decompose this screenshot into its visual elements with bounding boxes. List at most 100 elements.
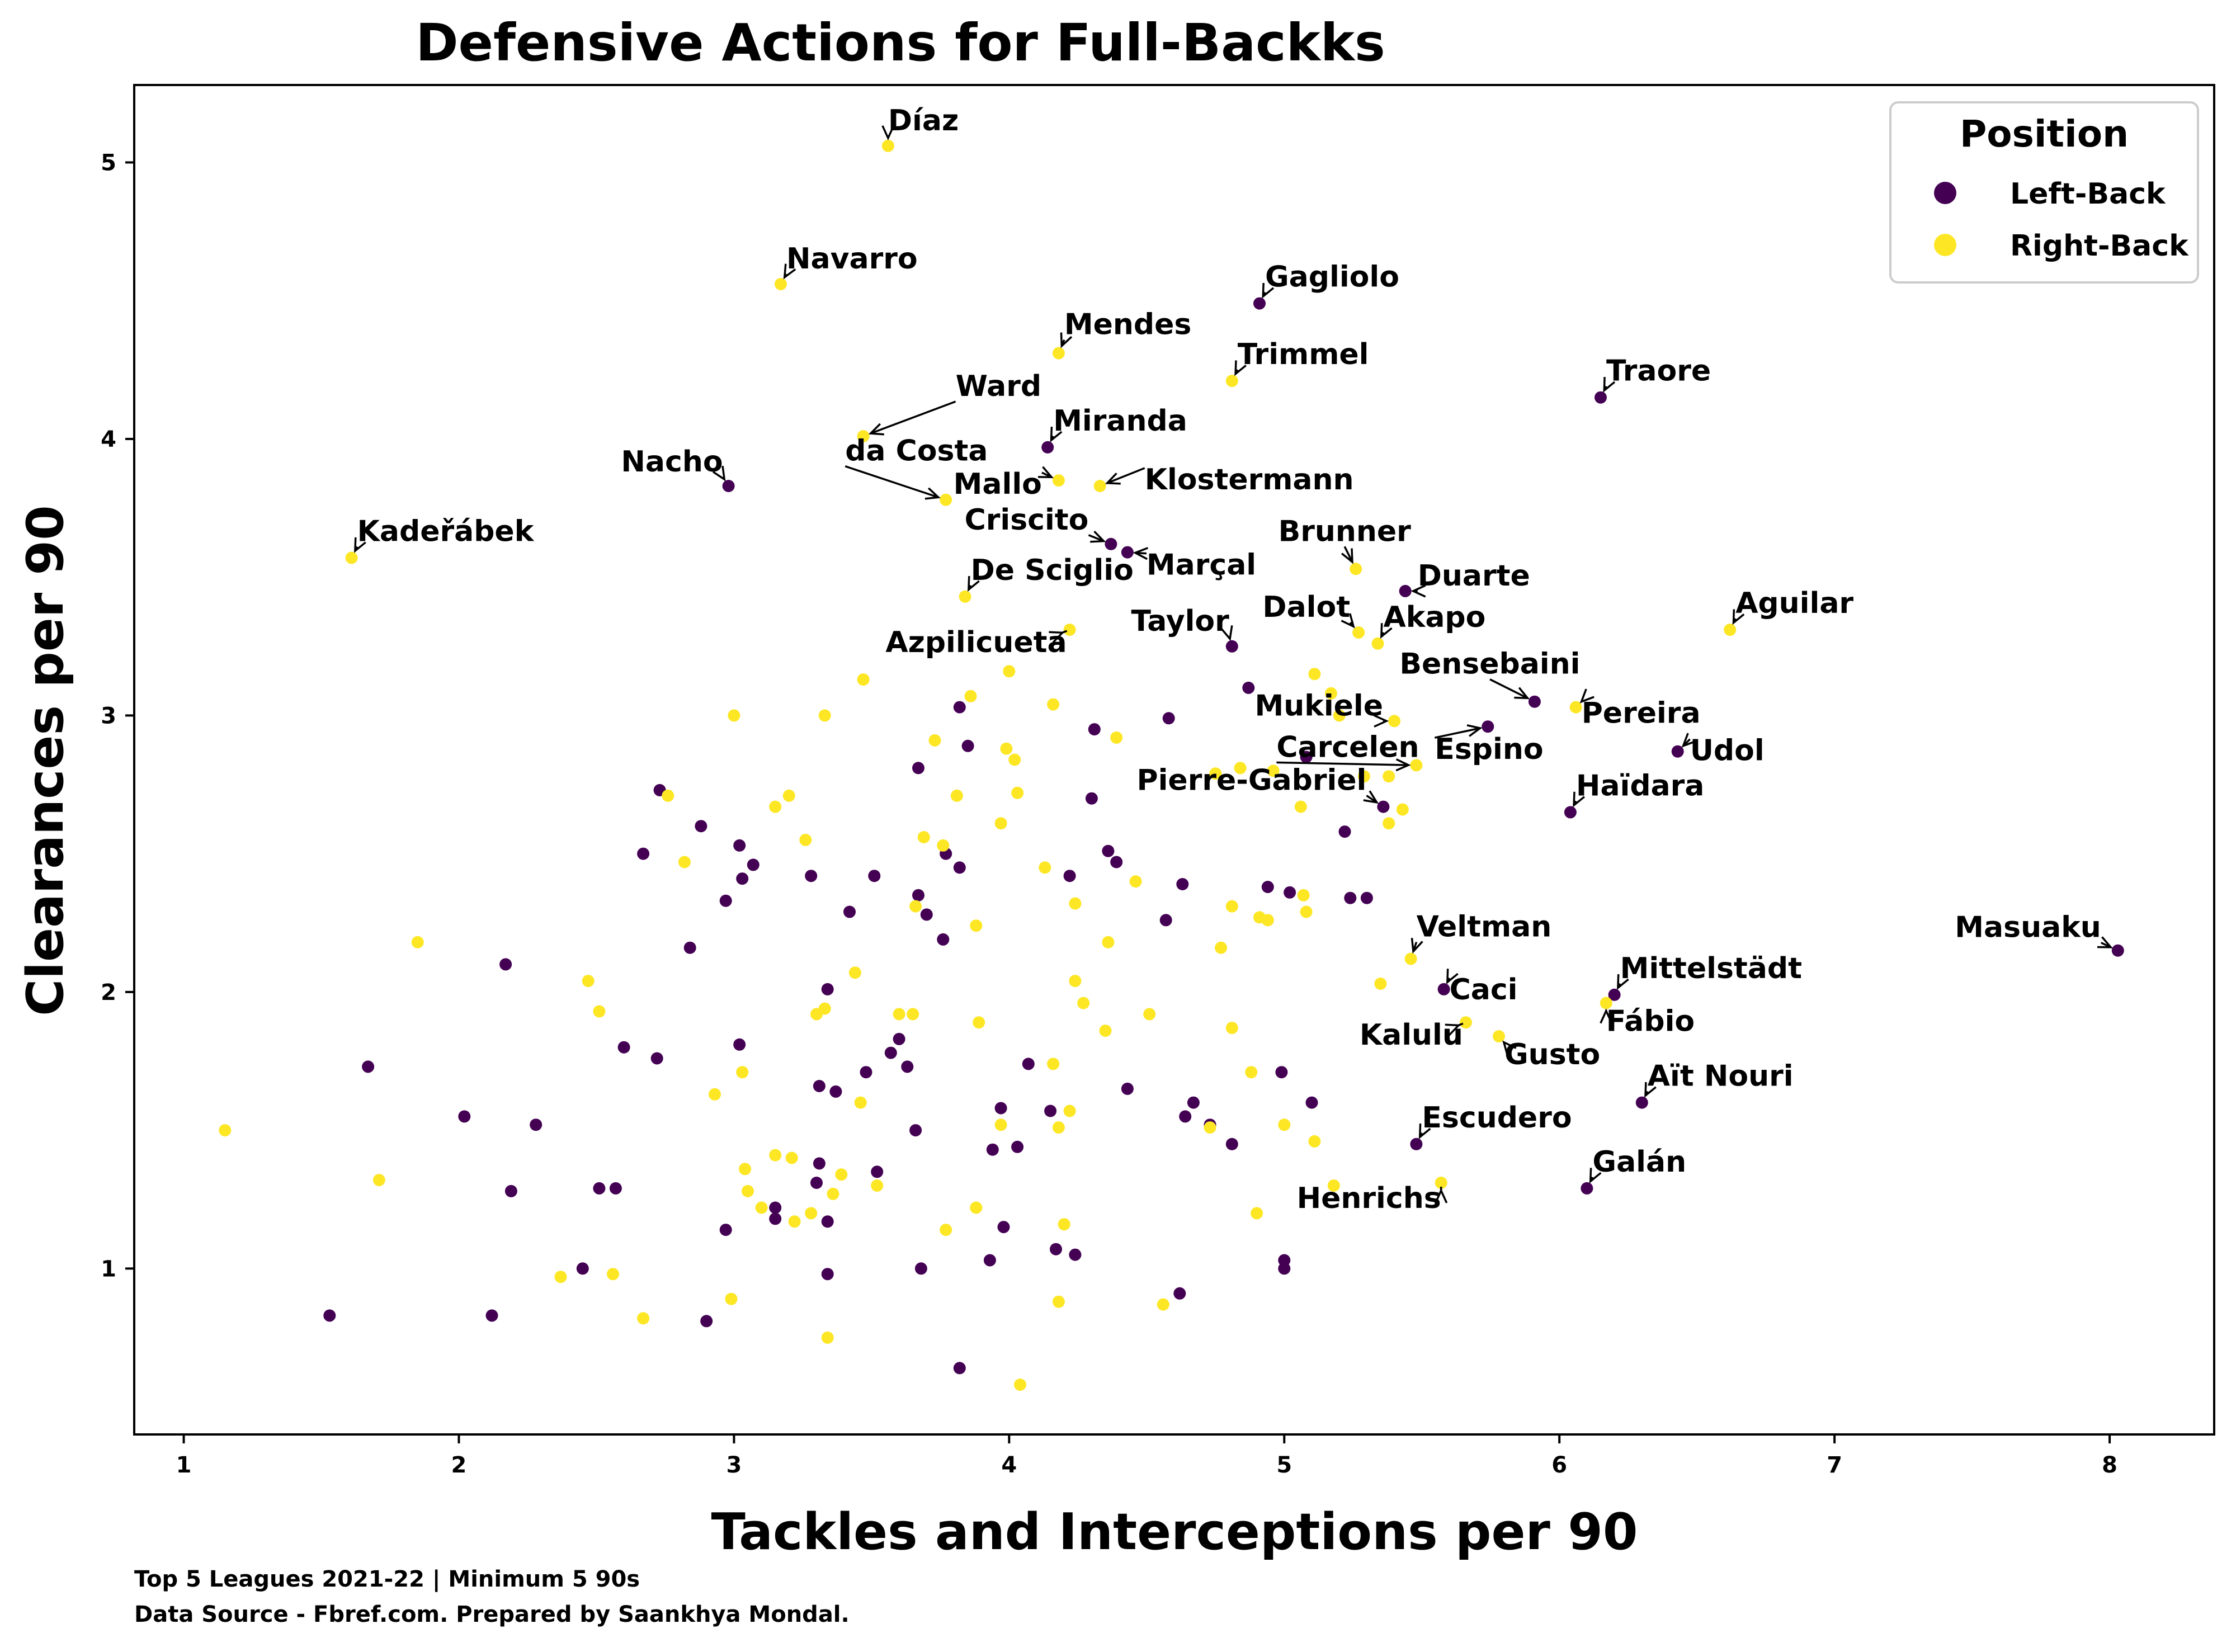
annotation-arrowhead <box>1589 1168 1602 1184</box>
point-left-back <box>617 1041 630 1054</box>
point-label: Bensebaini <box>1399 648 1580 681</box>
point-left-back <box>997 1221 1010 1234</box>
point-right-back <box>1261 914 1274 927</box>
annotation-pointer <box>1107 467 1145 484</box>
point-right-back <box>1410 759 1423 772</box>
point-left-back <box>499 958 512 971</box>
point-right-back <box>964 690 977 702</box>
footnote-source: Data Source - Fbref.com. Prepared by Saa… <box>134 1602 850 1627</box>
point-right-back <box>1267 764 1280 777</box>
point-left-back <box>1261 881 1274 893</box>
point-right-back <box>1388 715 1400 728</box>
point-right-back <box>917 831 930 843</box>
annotation-pointer <box>1489 678 1529 699</box>
point-right-back <box>788 1215 801 1228</box>
point-left-back <box>843 905 856 918</box>
point-right-back <box>940 1224 952 1236</box>
point-label: Aguilar <box>1735 587 1853 620</box>
point-label: Fábio <box>1606 1005 1695 1039</box>
point-left-back <box>914 1262 927 1275</box>
point-label: Masuaku <box>1955 911 2101 945</box>
point-label: Miranda <box>1053 404 1187 438</box>
point-left-back <box>1608 988 1621 1001</box>
y-axis-ticks: 1 2 3 4 5 <box>101 150 134 1282</box>
point-right-back <box>607 1268 619 1281</box>
point-label: Mukiele <box>1254 689 1383 723</box>
point-left-back <box>1225 640 1238 653</box>
point-left-back <box>805 870 818 882</box>
point-right-back <box>1052 474 1065 487</box>
point-left-back <box>1437 983 1450 995</box>
annotation-arrowhead <box>1374 714 1389 728</box>
point-right-back <box>907 1008 919 1021</box>
point-right-back <box>1063 624 1076 636</box>
point-right-back <box>1383 770 1395 783</box>
point-right-back <box>1404 952 1417 965</box>
point-right-back <box>1011 786 1024 799</box>
point-left-back <box>1063 870 1076 882</box>
point-right-back <box>1300 905 1313 918</box>
point-left-back <box>733 1038 746 1051</box>
point-right-back <box>662 789 674 802</box>
point-label: Díaz <box>888 104 959 138</box>
y-axis-label: Clearances per 90 <box>16 505 75 1016</box>
point-right-back <box>848 966 861 979</box>
point-label: Aït Nouri <box>1648 1060 1794 1093</box>
point-right-back <box>1000 742 1013 755</box>
point-left-back <box>1581 1182 1593 1195</box>
legend-marker-right-back <box>1934 234 1956 256</box>
point-right-back <box>1008 753 1021 766</box>
point-right-back <box>1003 665 1016 678</box>
point-label: Kadeřábek <box>357 515 535 549</box>
point-label: Carcelen <box>1276 730 1419 764</box>
annotation-arrowhead <box>1220 625 1233 641</box>
annotation-arrowhead <box>1411 938 1423 954</box>
point-right-back <box>821 1331 834 1344</box>
annotation-arrowhead <box>1644 1082 1657 1098</box>
point-right-back <box>994 817 1007 830</box>
annotation-arrowhead <box>783 263 796 280</box>
point-left-back <box>1041 441 1054 454</box>
point-label: Mallo <box>954 468 1042 501</box>
point-left-back <box>700 1315 713 1328</box>
point-left-back <box>1044 1105 1057 1117</box>
point-left-back <box>1338 825 1351 838</box>
legend-label-left-back: Left-Back <box>2010 177 2166 211</box>
annotation-arrowhead <box>968 576 980 592</box>
point-right-back <box>785 1151 798 1164</box>
point-left-back <box>609 1182 622 1195</box>
point-left-back <box>953 1362 966 1375</box>
annotation-arrowhead <box>1234 360 1247 376</box>
point-right-back <box>970 919 983 932</box>
point-right-back <box>799 833 812 846</box>
point-left-back <box>1671 745 1684 758</box>
point-left-back <box>1179 1110 1192 1123</box>
point-right-back <box>1383 817 1395 830</box>
point-right-back <box>736 1066 749 1079</box>
point-right-back <box>881 139 894 152</box>
point-right-back <box>1308 668 1321 681</box>
point-left-back <box>961 739 974 752</box>
point-right-back <box>1052 1295 1065 1308</box>
point-left-back <box>1284 886 1296 899</box>
point-left-back <box>810 1177 823 1189</box>
point-left-back <box>1069 1248 1082 1261</box>
point-left-back <box>323 1309 336 1322</box>
annotation-arrowhead <box>1049 631 1065 644</box>
point-label: Nacho <box>621 445 723 479</box>
annotation-arrowhead <box>1579 688 1595 704</box>
point-left-back <box>362 1060 375 1073</box>
point-left-back <box>821 1268 834 1281</box>
point-left-back <box>1242 681 1255 694</box>
annotation-arrowhead <box>1603 377 1616 393</box>
point-right-back <box>725 1292 738 1305</box>
point-left-back <box>1344 891 1357 904</box>
point-left-back <box>821 983 834 995</box>
point-right-back <box>940 493 952 506</box>
annotation-arrowhead <box>1573 791 1586 808</box>
point-right-back <box>1251 1207 1263 1220</box>
point-left-back <box>683 941 696 954</box>
annotation-arrowhead <box>1411 584 1426 598</box>
point-left-back <box>1399 584 1412 597</box>
